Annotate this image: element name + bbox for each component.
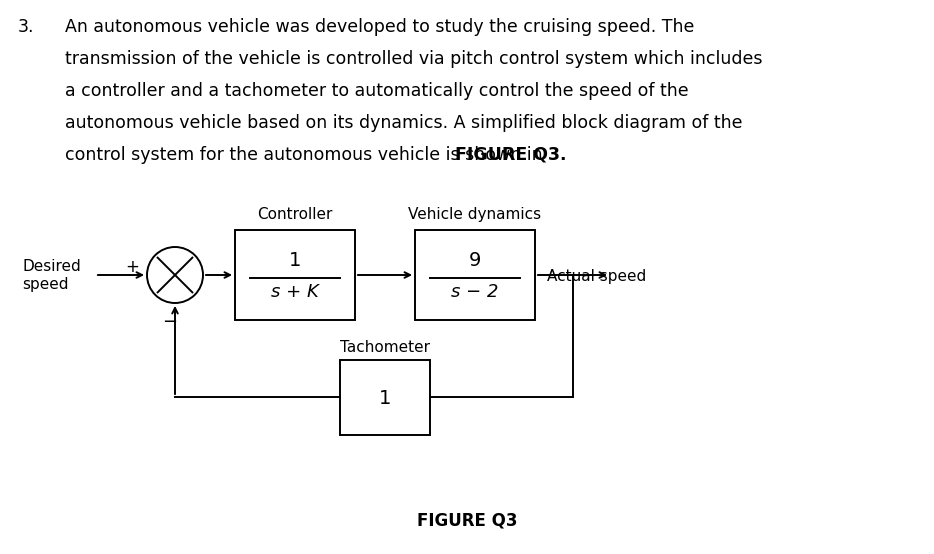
Text: s + K: s + K bbox=[271, 283, 318, 301]
Text: FIGURE Q3: FIGURE Q3 bbox=[417, 512, 517, 530]
Text: speed: speed bbox=[22, 277, 68, 292]
Text: 1: 1 bbox=[379, 389, 391, 408]
Text: FIGURE Q3.: FIGURE Q3. bbox=[455, 146, 567, 164]
Text: Controller: Controller bbox=[257, 207, 333, 222]
Text: Tachometer: Tachometer bbox=[340, 340, 430, 355]
Text: transmission of the vehicle is controlled via pitch control system which include: transmission of the vehicle is controlle… bbox=[65, 50, 762, 68]
Text: +: + bbox=[125, 258, 139, 276]
Bar bbox=[340, 360, 430, 435]
Text: Actual speed: Actual speed bbox=[547, 269, 646, 285]
Text: 3.: 3. bbox=[18, 18, 35, 36]
Text: 9: 9 bbox=[469, 251, 481, 270]
Text: An autonomous vehicle was developed to study the cruising speed. The: An autonomous vehicle was developed to s… bbox=[65, 18, 694, 36]
Text: a controller and a tachometer to automatically control the speed of the: a controller and a tachometer to automat… bbox=[65, 82, 688, 100]
Text: autonomous vehicle based on its dynamics. A simplified block diagram of the: autonomous vehicle based on its dynamics… bbox=[65, 114, 743, 132]
Text: 1: 1 bbox=[289, 251, 301, 270]
Text: Desired: Desired bbox=[22, 259, 80, 274]
Text: Vehicle dynamics: Vehicle dynamics bbox=[408, 207, 542, 222]
Bar bbox=[235, 230, 355, 320]
Text: −: − bbox=[163, 313, 177, 331]
Text: control system for the autonomous vehicle is shown in: control system for the autonomous vehicl… bbox=[65, 146, 548, 164]
Bar bbox=[415, 230, 535, 320]
Text: s − 2: s − 2 bbox=[451, 283, 499, 301]
